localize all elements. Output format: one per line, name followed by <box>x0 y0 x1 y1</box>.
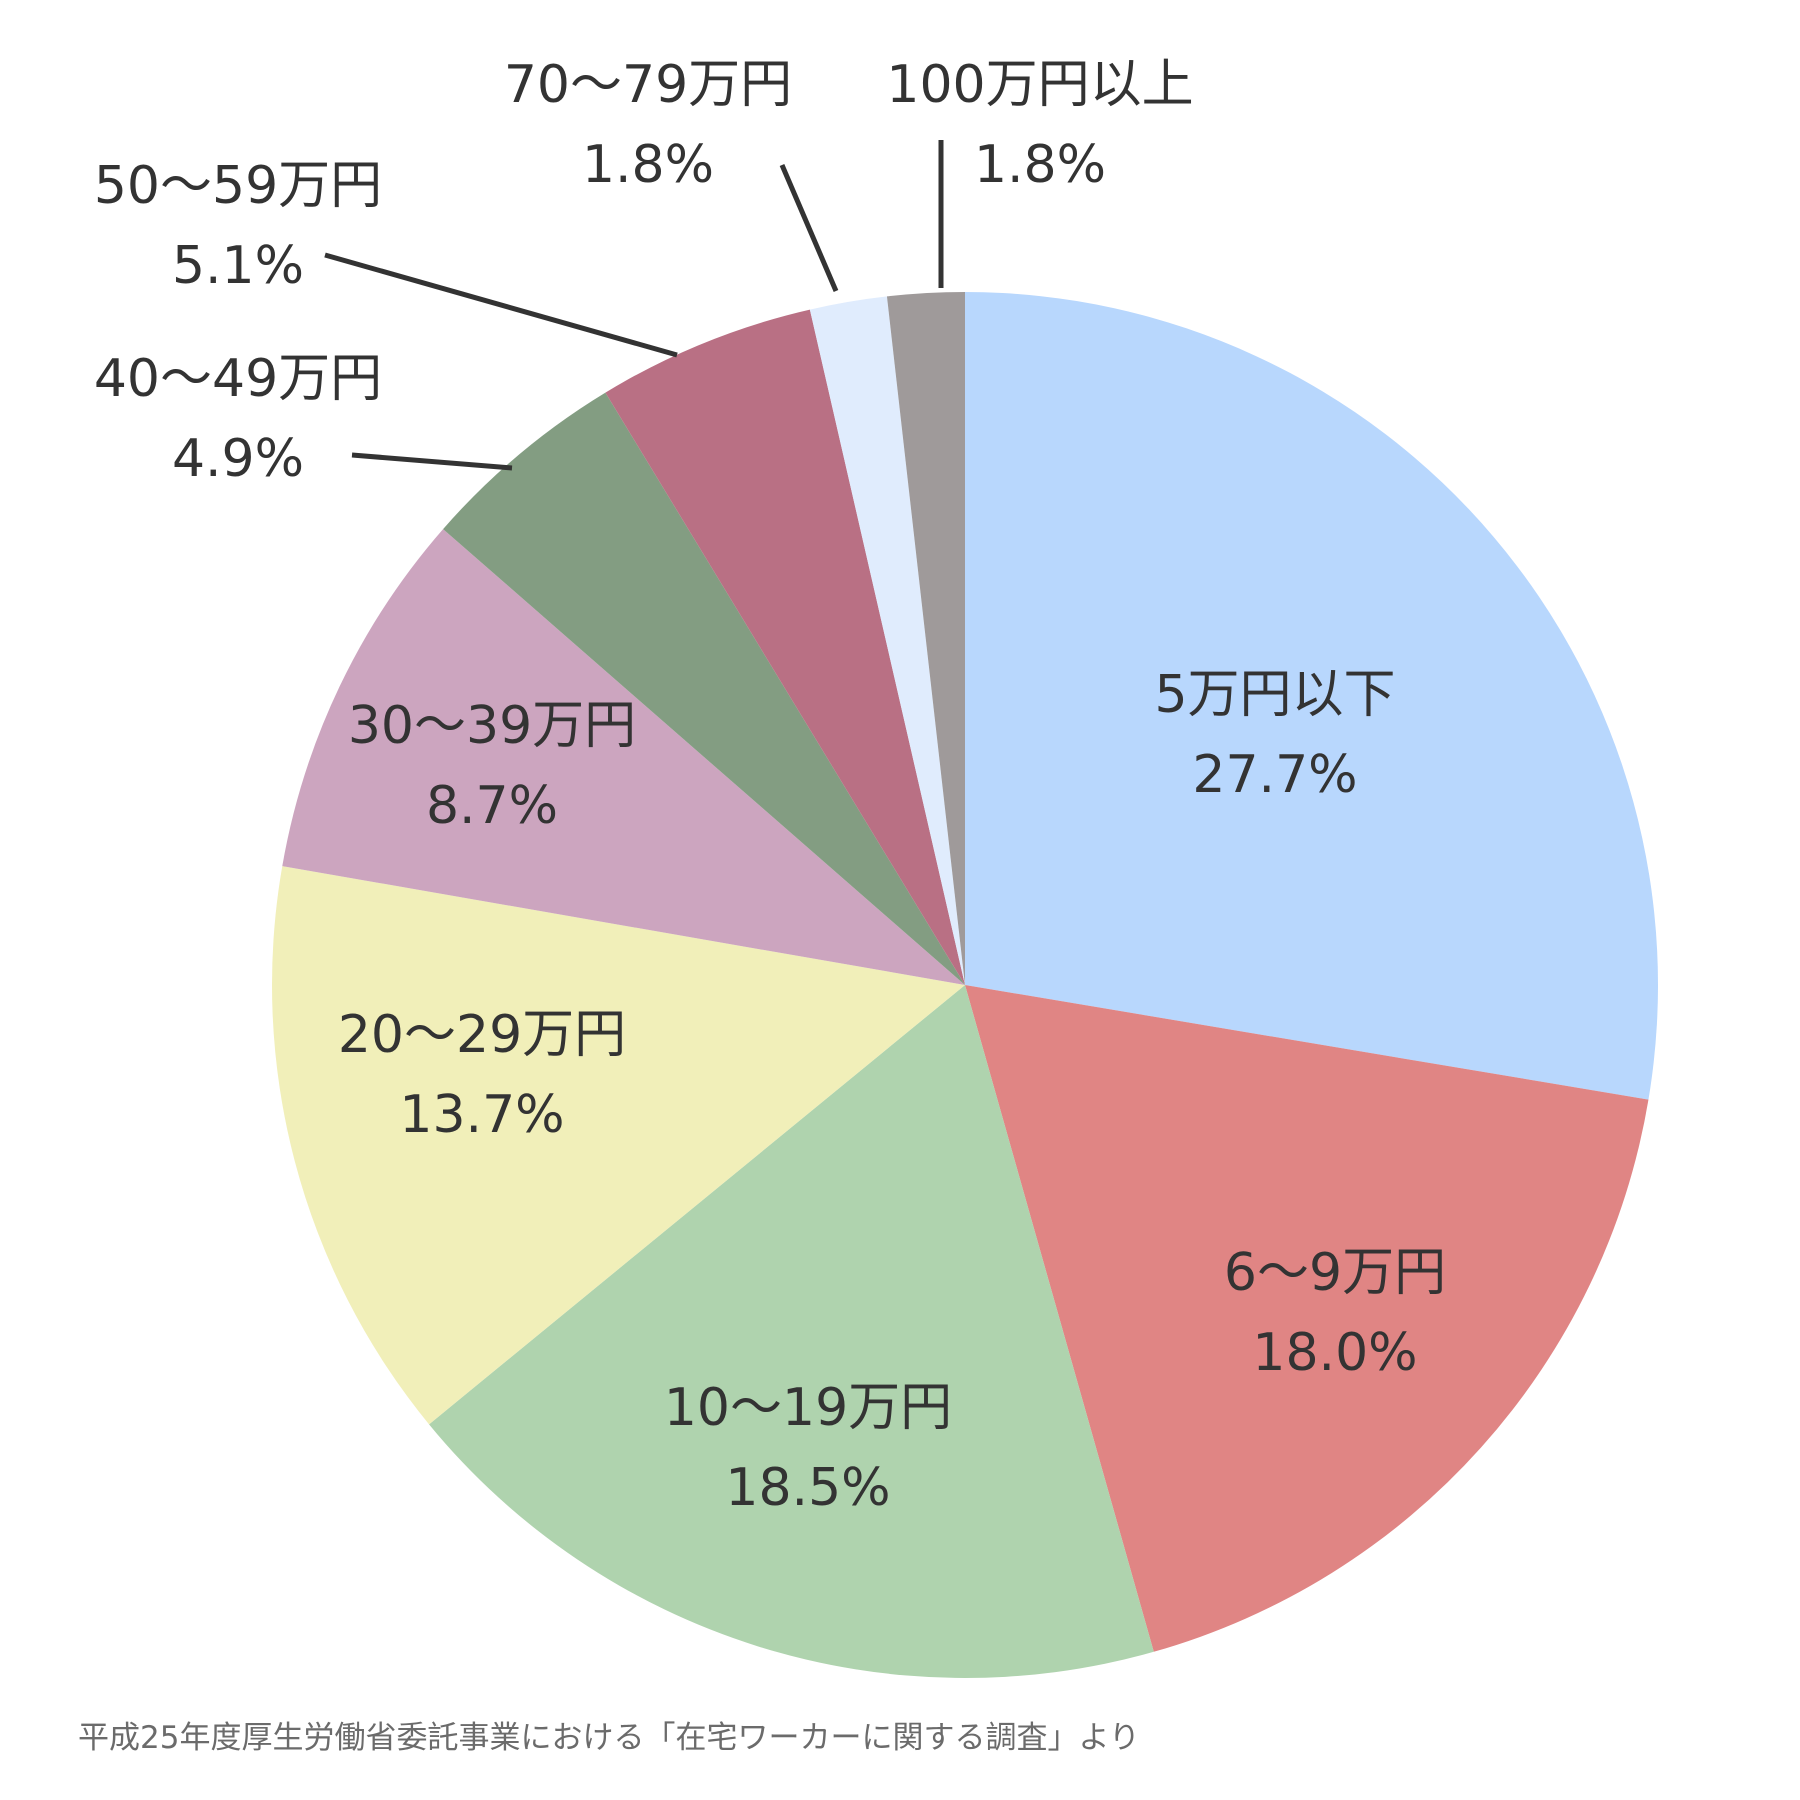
slice-category-label-3: 10～19万円 <box>664 1378 952 1438</box>
slice-category-label-5: 30～39万円 <box>348 696 636 756</box>
slice-value-label-5: 8.7% <box>426 776 558 836</box>
source-note: 平成25年度厚生労働省委託事業における「在宅ワーカーに関する調査」より <box>78 1720 1140 1756</box>
pie-slices <box>271 292 1658 1678</box>
pie-slice-3 <box>429 985 1154 1678</box>
pie-slice-6 <box>443 392 965 986</box>
pie-slice-1 <box>965 292 1658 1100</box>
slice-labels: 5万円以下 27.7% 6～9万円 18.0% 10～19万円 18.5% 20～29万円 1… <box>94 55 1446 1518</box>
leader-lines <box>324 140 944 471</box>
slice-value-label-7: 5.1% <box>172 236 304 296</box>
pie-slice-5 <box>282 529 965 985</box>
pie-slice-9 <box>886 292 965 985</box>
leader-line-6 <box>351 452 513 471</box>
slice-category-label-9: 100万円以上 <box>886 55 1193 115</box>
leader-line-7 <box>324 252 678 358</box>
leader-line-8 <box>779 164 839 292</box>
slice-value-label-4: 13.7% <box>399 1085 564 1145</box>
pie-slice-2 <box>965 985 1649 1652</box>
slice-category-label-4: 20～29万円 <box>338 1005 626 1065</box>
slice-category-label-1: 5万円以下 <box>1154 665 1395 725</box>
slice-value-label-6: 4.9% <box>172 429 304 489</box>
pie-slice-7 <box>605 309 965 985</box>
slice-value-label-8: 1.8% <box>582 135 714 195</box>
pie-slice-4 <box>271 866 965 1425</box>
pie-slice-8 <box>809 296 965 985</box>
slice-value-label-1: 27.7% <box>1192 745 1357 805</box>
slice-value-label-2: 18.0% <box>1252 1323 1417 1383</box>
slice-category-label-2: 6～9万円 <box>1224 1243 1446 1303</box>
slice-value-label-3: 18.5% <box>725 1458 890 1518</box>
slice-value-label-9: 1.8% <box>974 135 1106 195</box>
slice-category-label-6: 40～49万円 <box>94 349 382 409</box>
slice-category-label-8: 70～79万円 <box>504 55 792 115</box>
slice-category-label-7: 50～59万円 <box>94 156 382 216</box>
